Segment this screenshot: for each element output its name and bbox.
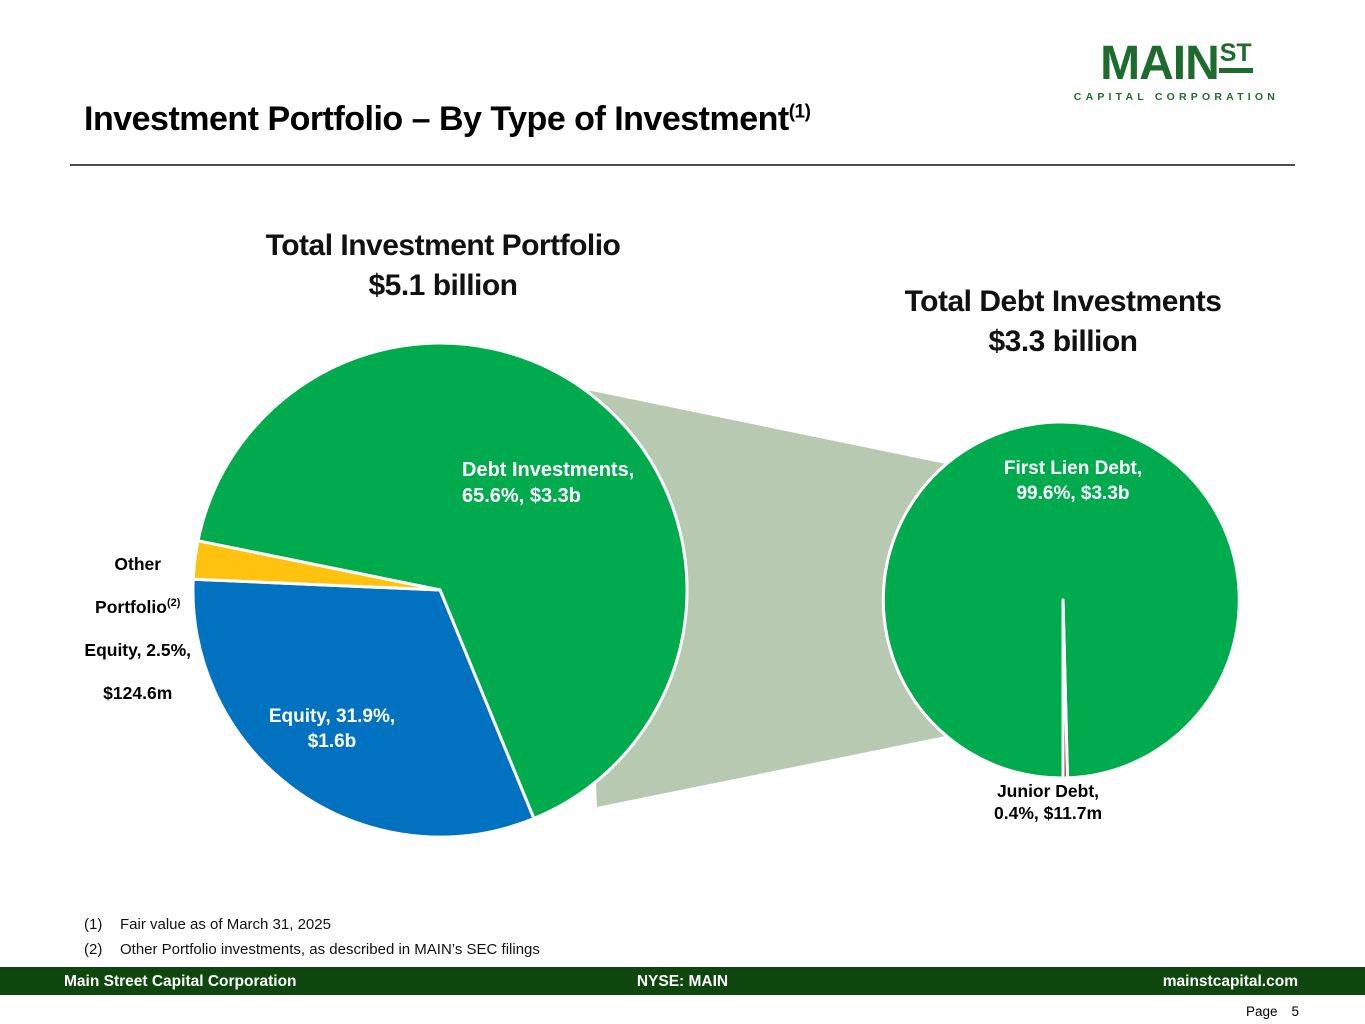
other-footnote-marker: (2)	[166, 596, 181, 609]
logo-main-text: MAIN	[1100, 37, 1220, 90]
debt-investments-label: Debt Investments, 65.6%, $3.3b	[462, 459, 635, 507]
title-footnote-marker: (1)	[788, 101, 811, 123]
first-lien-debt-label: First Lien Debt, 99.6%, $3.3b	[1003, 458, 1143, 504]
equity-label: Equity, 31.9%, $1.6b	[268, 706, 396, 752]
footer-bar: Main Street Capital Corporation NYSE: MA…	[0, 967, 1365, 995]
footer-company-name: Main Street Capital Corporation	[64, 973, 297, 990]
footer-website: mainstcapital.com	[1162, 973, 1298, 990]
title-divider	[70, 164, 1295, 166]
right-pie-title: Total Debt Investments $3.3 billion	[904, 285, 1222, 358]
page-number: Page 5	[1245, 1004, 1299, 1019]
logo-subtitle: CAPITAL CORPORATION	[1073, 91, 1279, 103]
left-pie-title: Total Investment Portfolio $5.1 billion	[265, 229, 621, 302]
footer-ticker: NYSE: MAIN	[636, 973, 729, 990]
footnotes: (1) Fair value as of March 31, 2025 (2) …	[84, 916, 540, 966]
page-title: Investment Portfolio – By Type of Invest…	[84, 100, 811, 138]
company-logo: MAIN ST CAPITAL CORPORATION	[1073, 37, 1279, 104]
footnote-2: (2) Other Portfolio investments, as desc…	[84, 941, 540, 958]
footnote-1: (1) Fair value as of March 31, 2025	[84, 916, 331, 933]
junior-debt-label: Junior Debt, 0.4%, $11.7m	[994, 781, 1102, 823]
other-portfolio-equity-label: Other Portfolio(2) Equity, 2.5%, $124.6m	[84, 553, 192, 703]
logo-st-text: ST	[1218, 41, 1253, 73]
